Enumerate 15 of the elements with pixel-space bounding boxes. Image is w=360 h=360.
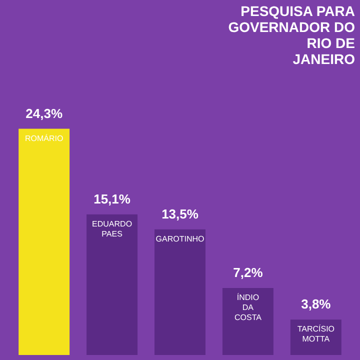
- bar: [154, 229, 206, 355]
- data-label: 7,2%: [233, 264, 264, 280]
- x-tick-label: EDUARDO PAES: [92, 219, 132, 238]
- x-tick-label: GAROTINHO: [156, 234, 204, 244]
- bar: [18, 128, 70, 355]
- data-label: 13,5%: [162, 206, 199, 222]
- x-tick-label: ÍNDIO DA COSTA: [234, 292, 262, 322]
- x-tick-label: TARCÍSIO MOTTA: [297, 324, 335, 344]
- chart-title: PESQUISA PARA GOVERNADOR DO RIO DE JANEIRO: [228, 3, 356, 67]
- data-label: 15,1%: [94, 191, 131, 206]
- bar: [222, 288, 274, 355]
- bar: [86, 214, 138, 355]
- data-label: 24,3%: [26, 106, 63, 121]
- x-tick-label: ROMÁRIO: [24, 134, 64, 143]
- data-label: 3,8%: [301, 296, 332, 312]
